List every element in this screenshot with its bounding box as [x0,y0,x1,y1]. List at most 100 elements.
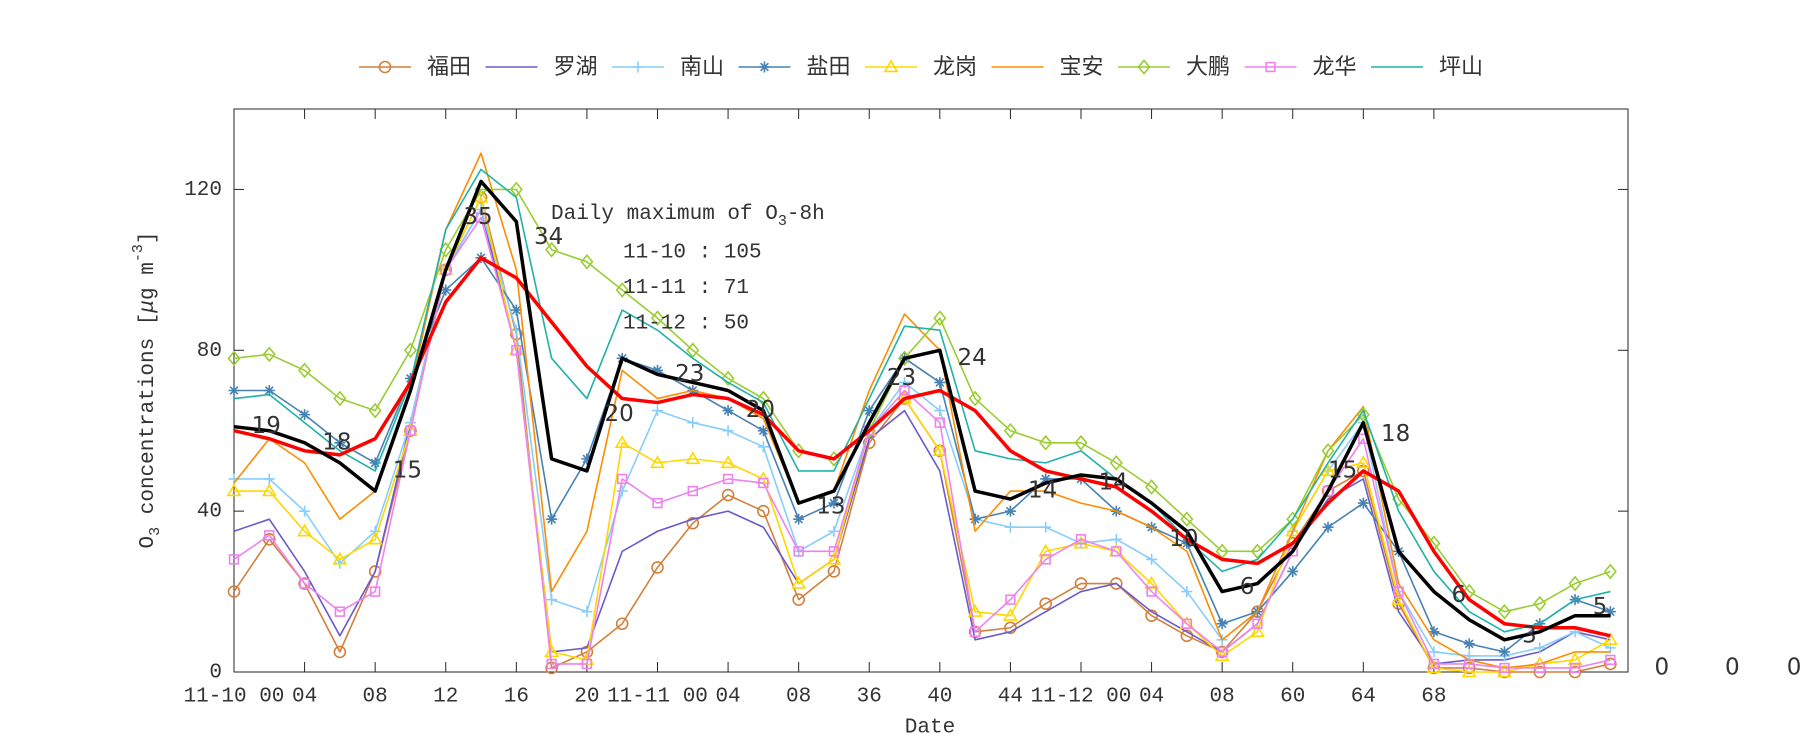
legend-item: 盐田 [738,55,851,80]
legend-item: 罗湖 [485,55,598,80]
marker [369,586,381,597]
marker [1181,618,1193,629]
marker [685,451,701,465]
marker [1146,586,1157,597]
marker [511,345,522,356]
marker [1003,422,1017,439]
marker [934,417,946,428]
marker [1322,521,1334,533]
marker [1287,546,1298,557]
marker [1110,533,1122,545]
marker [1005,594,1016,605]
marker [1569,662,1581,674]
x-tick-label: 04 [292,686,317,709]
marker [720,455,736,469]
marker [1040,473,1052,485]
legend-label: 福田 [427,55,471,80]
marker [1250,624,1265,637]
legend-label: 坪山 [1439,55,1483,80]
marker [792,593,805,606]
x-tick-label: 08 [363,686,388,709]
x-tick-label: 12 [433,686,458,709]
series-line [234,196,1611,673]
legend-item: 福田 [359,55,471,80]
series-line [233,216,1611,669]
marker [1426,660,1442,674]
marker [368,402,382,419]
series-line [233,168,1611,633]
marker [475,212,487,223]
marker [1534,662,1545,674]
marker [1040,521,1052,533]
marker [581,453,593,465]
marker [1320,463,1336,477]
marker [1002,608,1018,621]
marker [299,505,311,517]
marker [1285,523,1301,537]
marker [1216,618,1228,630]
marker [1075,534,1087,545]
legend-label: 盐田 [807,55,851,80]
marker [262,346,276,363]
marker [722,425,734,437]
marker [1004,521,1016,533]
annotation: 13 [816,494,845,520]
x-tick-label: 68 [1421,686,1446,709]
text-part: 3 [778,213,787,230]
legend-label: 罗湖 [554,55,598,80]
marker [1357,497,1369,509]
marker [1287,565,1299,577]
annotation: 23 [675,361,704,387]
text-part: -8h [787,203,825,226]
marker [1497,603,1512,620]
marker [227,350,241,367]
series-line [233,188,1611,613]
y-tick-label: 40 [197,501,222,524]
marker [333,645,347,659]
marker [1321,484,1335,498]
annotation: 6 [1452,582,1467,608]
annotation: 10 [1169,526,1198,552]
marker [545,241,559,258]
marker [651,561,664,574]
marker [1568,575,1582,592]
marker [1602,632,1618,646]
marker [759,61,770,73]
marker [827,565,841,578]
x-tick-label: 40 [927,686,952,709]
text-part: 3 [147,527,164,536]
marker [1463,658,1475,670]
marker [721,370,735,387]
annotation: 14 [1099,469,1128,495]
marker [1181,586,1193,598]
legend-item: 大鹏 [1118,55,1230,80]
marker [367,531,383,545]
x-tick-label: 11-11 00 [607,686,708,709]
marker [883,59,899,73]
marker [828,525,840,537]
legend-item: 宝安 [991,55,1104,80]
x-tick-label: 16 [504,686,529,709]
marker [1568,665,1582,679]
marker [299,578,310,589]
marker [1604,657,1617,671]
marker [333,390,347,407]
text-part: O [137,536,160,549]
marker [934,376,946,388]
marker [1462,661,1476,675]
marker [1040,554,1051,565]
marker [828,497,840,509]
inset-line: 11-10 : 105 [623,242,762,265]
legend-item: 龙华 [1244,55,1357,80]
marker [969,626,981,637]
annotation: 20 [605,401,634,427]
marker [651,405,663,417]
marker [228,554,240,565]
annotation: 3 [1522,622,1537,648]
series-line [233,152,1611,669]
marker [1109,577,1123,590]
marker [1074,577,1088,590]
marker [793,513,805,525]
marker [1463,638,1475,650]
